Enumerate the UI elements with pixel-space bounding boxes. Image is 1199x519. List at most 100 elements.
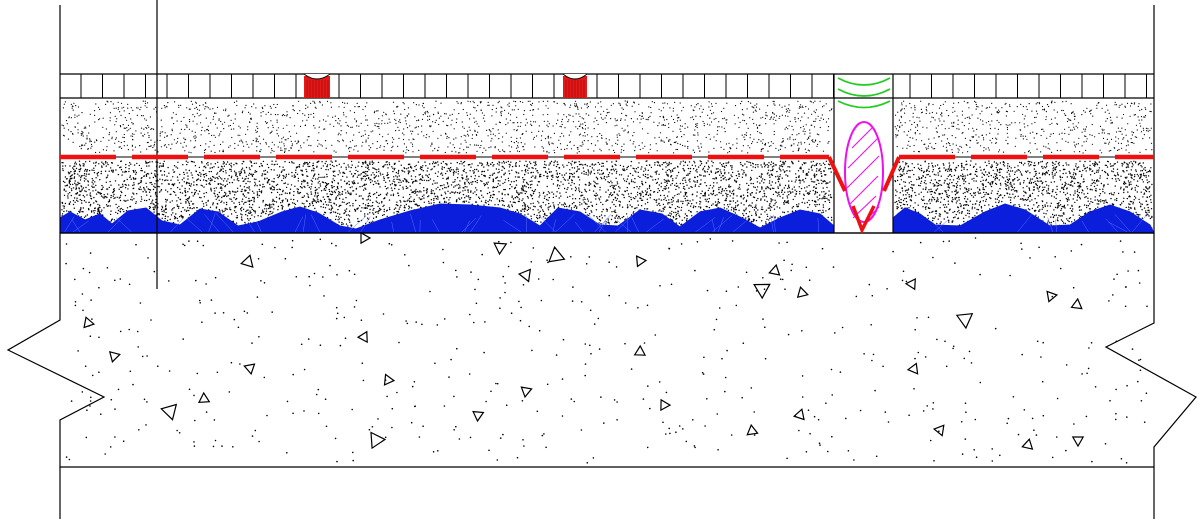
stipple-dot [105, 196, 107, 198]
stipple-dot [320, 176, 322, 179]
stipple-dot [912, 116, 914, 118]
stipple-dot [228, 174, 230, 177]
stipple-dot [302, 120, 304, 122]
stipple-dot [709, 124, 711, 126]
stipple-dot [682, 144, 684, 147]
stipple-dot [812, 164, 814, 166]
stipple-dot [1101, 128, 1103, 130]
stipple-dot [399, 121, 401, 124]
stipple-dot [348, 146, 350, 149]
stipple-dot [296, 132, 298, 134]
stipple-dot [577, 147, 579, 149]
stipple-dot [148, 136, 150, 139]
stipple-dot [142, 135, 144, 137]
stipple-dot [160, 146, 162, 148]
stipple-dot [174, 216, 177, 219]
stipple-dot [548, 123, 550, 125]
stipple-dot [626, 166, 628, 169]
stipple-dot [598, 163, 601, 165]
stipple-dot [290, 135, 292, 137]
stipple-dot [800, 106, 802, 108]
stipple-dot [378, 127, 380, 129]
stipple-dot [746, 166, 748, 168]
stipple-dot [338, 132, 340, 134]
stipple-dot [498, 191, 500, 193]
stipple-dot [483, 147, 485, 149]
stipple-dot [1133, 114, 1135, 116]
stipple-dot [245, 189, 247, 192]
stipple-dot [402, 132, 404, 134]
stipple-dot [576, 206, 578, 208]
stipple-dot [431, 168, 433, 170]
stipple-dot [188, 108, 190, 110]
stipple-dot [515, 190, 518, 192]
stipple-dot [108, 134, 110, 136]
stipple-dot [675, 148, 677, 151]
stipple-dot [407, 107, 409, 109]
stipple-dot [208, 183, 210, 185]
stipple-dot [575, 161, 577, 163]
stipple-dot [574, 105, 576, 107]
stipple-dot [587, 127, 589, 129]
stipple-dot [919, 133, 921, 135]
stipple-dot [925, 112, 927, 115]
stipple-dot [408, 139, 410, 141]
stipple-dot [216, 106, 219, 108]
stipple-dot [941, 115, 943, 117]
stipple-dot [193, 147, 195, 149]
stipple-dot [495, 111, 497, 113]
stipple-dot [501, 192, 503, 194]
stipple-dot [283, 151, 286, 153]
stipple-dot [755, 214, 757, 217]
stipple-dot [748, 205, 750, 207]
stipple-dot [1130, 141, 1132, 144]
stipple-dot [787, 191, 789, 193]
stipple-dot [164, 144, 166, 146]
stipple-dot [182, 146, 184, 148]
stipple-dot [343, 172, 346, 175]
stipple-dot [563, 103, 566, 105]
stipple-dot [779, 115, 781, 117]
stipple-dot [364, 106, 366, 108]
stipple-dot [928, 103, 930, 105]
stipple-dot [338, 123, 340, 125]
stipple-dot [579, 145, 581, 147]
stipple-dot [708, 133, 710, 136]
stipple-dot [822, 206, 825, 208]
stipple-dot [345, 145, 347, 147]
stipple-dot [749, 147, 751, 149]
stipple-dot [742, 213, 744, 215]
stipple-dot [177, 197, 180, 199]
stipple-dot [1006, 126, 1009, 129]
stipple-dot [498, 138, 500, 140]
stipple-dot [640, 118, 642, 120]
stipple-dot [685, 174, 688, 176]
stipple-dot [75, 185, 77, 187]
stipple-dot [203, 192, 205, 195]
stipple-dot [811, 124, 813, 126]
stipple-dot [62, 125, 65, 127]
stipple-dot [721, 189, 723, 191]
stipple-dot [760, 164, 762, 166]
stipple-dot [747, 145, 749, 147]
stipple-dot [78, 114, 80, 116]
stipple-dot [566, 148, 568, 150]
stipple-dot [496, 176, 499, 178]
stipple-dot [666, 195, 669, 197]
stipple-dot [100, 172, 102, 175]
stipple-dot [772, 193, 775, 196]
stipple-dot [695, 123, 697, 125]
stipple-dot [186, 126, 188, 128]
stipple-dot [962, 152, 964, 154]
stipple-dot [240, 208, 242, 210]
stipple-dot [991, 113, 993, 115]
stipple-dot [487, 104, 489, 106]
stipple-dot [662, 168, 664, 170]
stipple-dot [494, 147, 496, 149]
stipple-dot [275, 160, 277, 162]
stipple-dot [1061, 109, 1063, 112]
stipple-dot [91, 169, 93, 171]
stipple-dot [412, 138, 414, 140]
stipple-dot [222, 141, 224, 143]
stipple-dot [96, 212, 99, 215]
